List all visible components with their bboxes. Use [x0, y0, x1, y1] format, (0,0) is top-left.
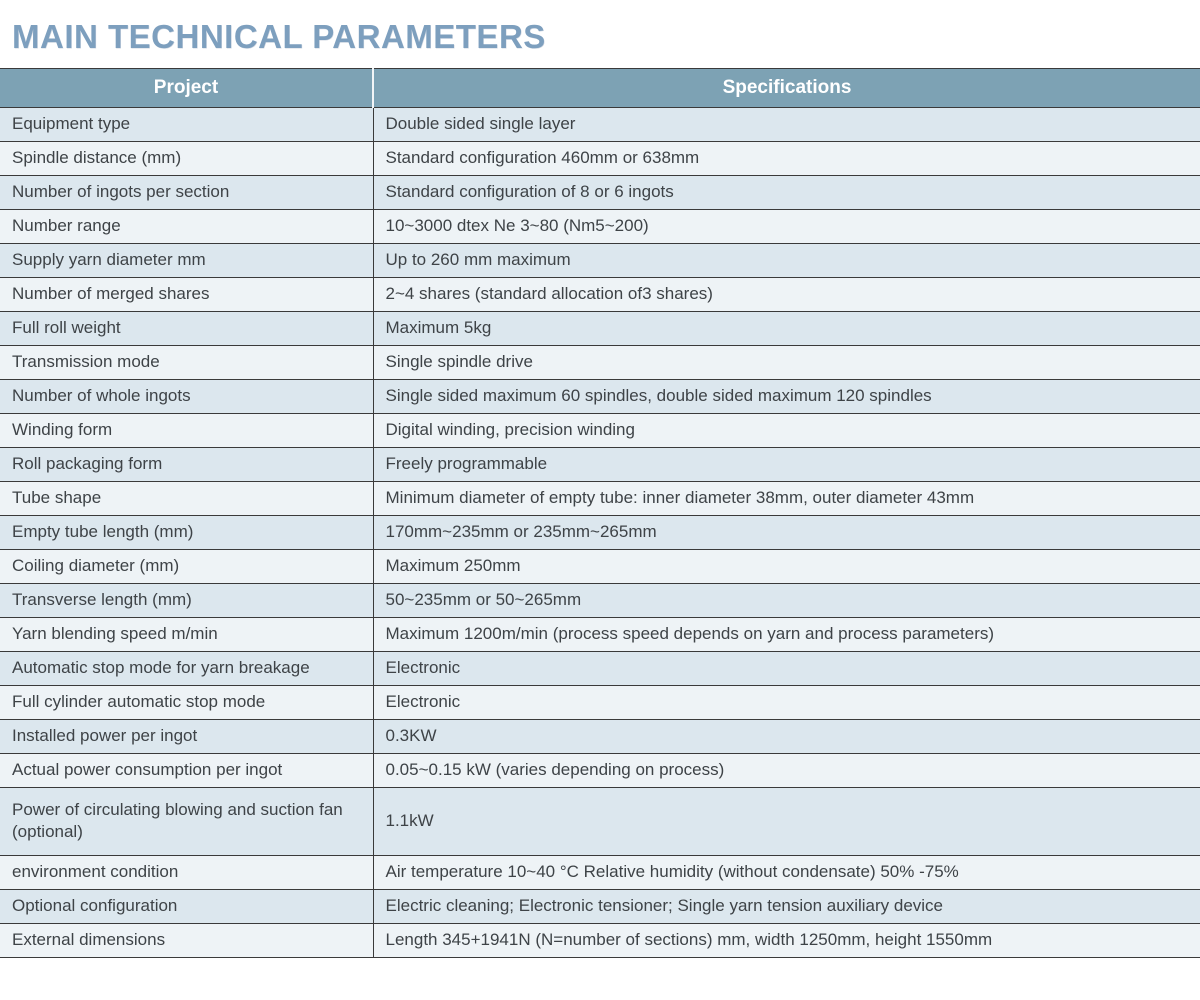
- table-row: Yarn blending speed m/min Maximum 1200m/m…: [0, 617, 1200, 652]
- project-cell: environment condition: [0, 855, 374, 890]
- table-row: Roll packaging form Freely programmable: [0, 447, 1200, 482]
- table-row: Actual power consumption per ingot 0.05~0…: [0, 753, 1200, 788]
- table-row: Power of circulating blowing and suction…: [0, 787, 1200, 856]
- project-cell: Power of circulating blowing and suction…: [0, 787, 374, 856]
- table-row: Transmission mode Single spindle drive: [0, 345, 1200, 380]
- project-cell: Full cylinder automatic stop mode: [0, 685, 374, 720]
- project-cell: Actual power consumption per ingot: [0, 753, 374, 788]
- table-row: Number of ingots per section Standard con…: [0, 175, 1200, 210]
- table-row: Number range 10~3000 dtex Ne 3~80 (Nm5~20…: [0, 209, 1200, 244]
- project-cell: Number of whole ingots: [0, 379, 374, 414]
- specification-cell: Maximum 5kg: [373, 311, 1200, 346]
- project-cell: Number range: [0, 209, 374, 244]
- specification-cell: Maximum 1200m/min (process speed depends…: [373, 617, 1200, 652]
- specification-cell: Maximum 250mm: [373, 549, 1200, 584]
- table-header: Project Specifications: [0, 68, 1200, 108]
- project-cell: Transverse length (mm): [0, 583, 374, 618]
- project-cell: External dimensions: [0, 923, 374, 958]
- specification-cell: 2~4 shares (standard allocation of3 shar…: [373, 277, 1200, 312]
- project-cell: Supply yarn diameter mm: [0, 243, 374, 278]
- project-cell: Optional configuration: [0, 889, 374, 924]
- table-row: Transverse length (mm) 50~235mm or 50~265…: [0, 583, 1200, 618]
- technical-parameters-table: Project Specifications Equipment type Dou…: [0, 68, 1200, 958]
- table-row: Winding form Digital winding, precision w…: [0, 413, 1200, 448]
- project-cell: Number of merged shares: [0, 277, 374, 312]
- table-row: Empty tube length (mm) 170mm~235mm or 235…: [0, 515, 1200, 550]
- project-cell: Automatic stop mode for yarn breakage: [0, 651, 374, 686]
- project-cell: Winding form: [0, 413, 374, 448]
- specification-cell: 0.3KW: [373, 719, 1200, 754]
- project-cell: Full roll weight: [0, 311, 374, 346]
- specification-cell: Electronic: [373, 651, 1200, 686]
- project-cell: Yarn blending speed m/min: [0, 617, 374, 652]
- table-row: Number of merged shares 2~4 shares (stand…: [0, 277, 1200, 312]
- table-row: Optional configuration Electric cleaning;…: [0, 889, 1200, 924]
- specification-cell: Single spindle drive: [373, 345, 1200, 380]
- project-cell: Transmission mode: [0, 345, 374, 380]
- project-cell: Tube shape: [0, 481, 374, 516]
- table-row: Full cylinder automatic stop mode Electro…: [0, 685, 1200, 720]
- specification-cell: Electric cleaning; Electronic tensioner;…: [373, 889, 1200, 924]
- table-row: Supply yarn diameter mm Up to 260 mm maxi…: [0, 243, 1200, 278]
- table-row: Full roll weight Maximum 5kg: [0, 311, 1200, 346]
- table-row: environment condition Air temperature 10~…: [0, 855, 1200, 890]
- specification-cell: 50~235mm or 50~265mm: [373, 583, 1200, 618]
- specification-cell: Up to 260 mm maximum: [373, 243, 1200, 278]
- table-row: Spindle distance (mm) Standard configurat…: [0, 141, 1200, 176]
- table-row: Number of whole ingots Single sided maxim…: [0, 379, 1200, 414]
- table-row: Equipment type Double sided single layer: [0, 107, 1200, 142]
- specification-cell: Single sided maximum 60 spindles, double…: [373, 379, 1200, 414]
- specification-cell: Minimum diameter of empty tube: inner di…: [373, 481, 1200, 516]
- project-cell: Empty tube length (mm): [0, 515, 374, 550]
- project-cell: Coiling diameter (mm): [0, 549, 374, 584]
- specification-cell: Standard configuration of 8 or 6 ingots: [373, 175, 1200, 210]
- column-header-specifications: Specifications: [373, 68, 1200, 108]
- project-cell: Spindle distance (mm): [0, 141, 374, 176]
- table-row: Installed power per ingot 0.3KW: [0, 719, 1200, 754]
- specification-cell: 0.05~0.15 kW (varies depending on proces…: [373, 753, 1200, 788]
- specification-cell: Air temperature 10~40 °C Relative humidi…: [373, 855, 1200, 890]
- table-body: Equipment type Double sided single layer S…: [0, 107, 1200, 958]
- project-cell: Equipment type: [0, 107, 374, 142]
- project-cell: Roll packaging form: [0, 447, 374, 482]
- specification-cell: Double sided single layer: [373, 107, 1200, 142]
- table-row: External dimensions Length 345+1941N (N=n…: [0, 923, 1200, 958]
- header-row: Project Specifications: [0, 68, 1200, 108]
- table-row: Tube shape Minimum diameter of empty tube…: [0, 481, 1200, 516]
- column-header-project: Project: [0, 68, 374, 108]
- project-cell: Installed power per ingot: [0, 719, 374, 754]
- specification-cell: Length 345+1941N (N=number of sections) …: [373, 923, 1200, 958]
- specification-cell: 10~3000 dtex Ne 3~80 (Nm5~200): [373, 209, 1200, 244]
- specification-cell: Standard configuration 460mm or 638mm: [373, 141, 1200, 176]
- table-row: Coiling diameter (mm) Maximum 250mm: [0, 549, 1200, 584]
- project-cell: Number of ingots per section: [0, 175, 374, 210]
- specification-cell: Digital winding, precision winding: [373, 413, 1200, 448]
- page-title: MAIN TECHNICAL PARAMETERS: [12, 18, 546, 55]
- table-row: Automatic stop mode for yarn breakage Ele…: [0, 651, 1200, 686]
- specification-cell: 1.1kW: [373, 787, 1200, 856]
- specification-cell: 170mm~235mm or 235mm~265mm: [373, 515, 1200, 550]
- specification-cell: Electronic: [373, 685, 1200, 720]
- specification-cell: Freely programmable: [373, 447, 1200, 482]
